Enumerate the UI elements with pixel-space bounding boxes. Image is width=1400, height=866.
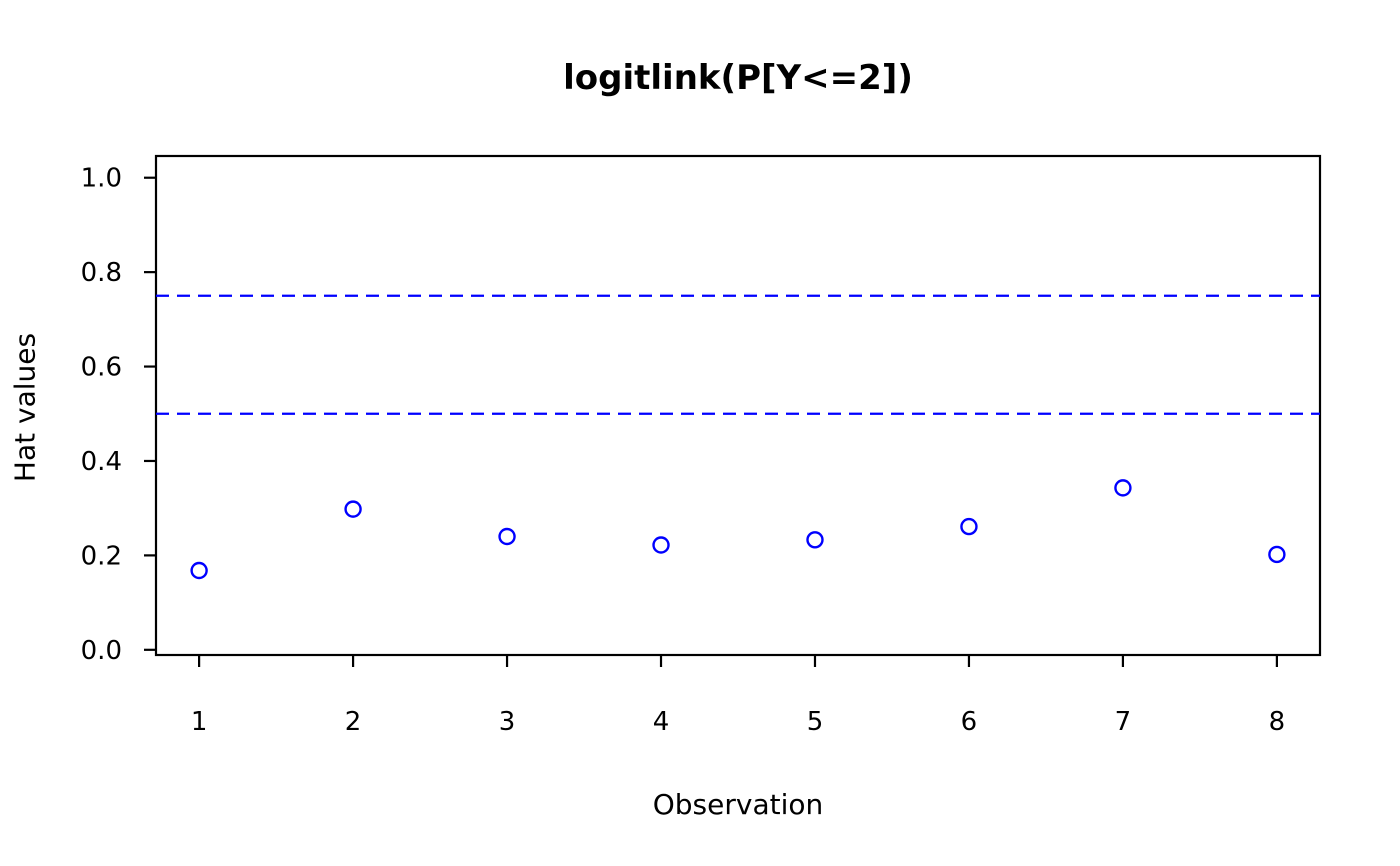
y-tick-label: 0.0 (81, 636, 122, 666)
x-tick-label: 6 (961, 707, 978, 737)
data-point (498, 527, 516, 546)
data-point (960, 517, 978, 536)
x-tick-label: 5 (807, 707, 824, 737)
x-tick-label: 7 (1115, 707, 1132, 737)
data-point (344, 500, 362, 518)
data-point (190, 561, 208, 580)
y-tick-label: 0.6 (81, 353, 122, 383)
x-tick-label: 1 (191, 707, 208, 737)
x-tick-label: 3 (499, 707, 516, 737)
x-tick-label: 4 (653, 707, 670, 737)
x-tick-label: 8 (1269, 707, 1286, 737)
plot-box (154, 154, 1322, 657)
y-tick-label: 1.0 (81, 164, 122, 194)
data-point (806, 531, 824, 549)
data-point (1114, 479, 1132, 497)
y-axis-label: Hat values (8, 332, 42, 483)
chart-title: logitlink(P[Y<=2]) (563, 58, 913, 98)
x-tick-label: 2 (345, 707, 362, 737)
x-axis-label: Observation (652, 788, 824, 821)
data-point (652, 536, 670, 554)
y-tick-label: 0.2 (81, 541, 122, 571)
data-point (1268, 545, 1286, 564)
y-tick-label: 0.4 (81, 447, 122, 477)
y-tick-label: 0.8 (81, 258, 122, 288)
